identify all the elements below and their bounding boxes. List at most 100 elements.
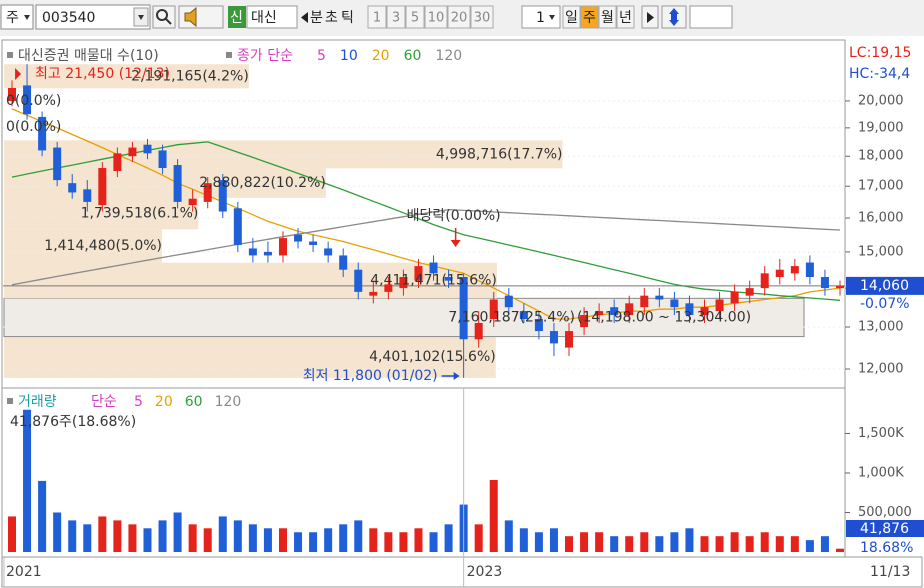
unit[interactable]: 분 bbox=[310, 10, 323, 26]
interval-button[interactable] bbox=[405, 5, 425, 29]
volume-bar bbox=[68, 520, 77, 552]
volume-bar bbox=[655, 536, 664, 552]
volume-bar bbox=[263, 528, 272, 552]
period-button[interactable] bbox=[580, 5, 599, 29]
volume-bar bbox=[760, 532, 769, 552]
volume-bar bbox=[820, 536, 829, 552]
volume-profile-bar bbox=[4, 336, 496, 378]
candle-body bbox=[836, 285, 844, 289]
lc-label: LC:19,15 bbox=[849, 45, 911, 61]
prev-arrow[interactable] bbox=[301, 12, 308, 23]
count-input[interactable] bbox=[521, 5, 561, 29]
ex-dividend-arrowhead bbox=[450, 240, 461, 247]
plot: 12,00013,00014,00015,00016,00017,00018,0… bbox=[3, 45, 924, 587]
volume-bar bbox=[534, 532, 543, 552]
candle-body bbox=[339, 255, 348, 270]
legend-icon bbox=[7, 398, 13, 404]
y-tick-label: 20,000 bbox=[858, 93, 904, 108]
interval-button[interactable] bbox=[470, 5, 494, 29]
volume-bar bbox=[218, 516, 227, 552]
volume-bar bbox=[519, 528, 528, 552]
period-button[interactable] bbox=[616, 5, 635, 29]
legend-entry: 5 bbox=[134, 394, 143, 410]
volume-annotation: 41,876주(18.68%) bbox=[10, 414, 136, 430]
volume-profile-label: 1,414,480(5.0%) bbox=[44, 238, 162, 254]
candle-body bbox=[53, 147, 62, 181]
unit[interactable]: 초 bbox=[325, 10, 338, 26]
candle-body bbox=[248, 248, 257, 256]
legend-entry: 20 bbox=[372, 48, 390, 64]
moving-average bbox=[11, 108, 841, 320]
candle-body bbox=[640, 295, 649, 308]
period-button[interactable] bbox=[562, 5, 581, 29]
interval-button[interactable] bbox=[367, 5, 387, 29]
volume-bar bbox=[158, 520, 167, 552]
volume-legend: 거래량 단순 5 20 60 120 bbox=[7, 394, 241, 410]
volume-profile-label: 0(0.0%) bbox=[6, 93, 61, 109]
y-tick-label: 500,000 bbox=[858, 505, 912, 520]
candle-body bbox=[474, 322, 483, 340]
legend-entry: 120 bbox=[435, 48, 462, 64]
high-label: 최고 21,450 (12/13) bbox=[35, 66, 170, 82]
interval-button[interactable] bbox=[424, 5, 448, 29]
search-button[interactable] bbox=[152, 5, 176, 29]
interval: 5 bbox=[411, 11, 419, 26]
stock-code: 003540 bbox=[42, 10, 95, 26]
moving-average bbox=[11, 208, 841, 286]
candle-body bbox=[399, 276, 408, 289]
candle-body bbox=[549, 331, 558, 344]
volume-bar bbox=[309, 532, 318, 552]
interval-button[interactable] bbox=[386, 5, 406, 29]
period-button[interactable] bbox=[598, 5, 617, 29]
sound-button[interactable] bbox=[178, 5, 224, 29]
low-label: 최저 11,800 (01/02) bbox=[303, 368, 438, 384]
volume-bar bbox=[113, 520, 122, 552]
volume-bar bbox=[625, 536, 634, 552]
volume-bar bbox=[173, 512, 182, 552]
candle-body bbox=[203, 183, 212, 202]
candle-body bbox=[309, 241, 318, 245]
volume-profile-label: 2,880,822(10.2%) bbox=[199, 175, 326, 191]
legend-icon bbox=[226, 52, 232, 58]
volume-pane bbox=[1, 387, 846, 558]
y-tick-label: 1,500K bbox=[858, 426, 904, 441]
period: 년 bbox=[619, 10, 632, 26]
volume-bar bbox=[790, 536, 799, 552]
volume-bar bbox=[38, 480, 47, 552]
volume-bar bbox=[354, 520, 363, 552]
volume-bar bbox=[775, 536, 784, 552]
volume-bar bbox=[670, 532, 679, 552]
candle-body bbox=[790, 266, 799, 274]
volume-bar bbox=[745, 536, 754, 552]
volume-bar bbox=[685, 528, 694, 552]
volume-bar bbox=[580, 532, 589, 552]
candle-body bbox=[534, 318, 543, 332]
candle-body bbox=[218, 180, 227, 212]
interval-button[interactable] bbox=[447, 5, 471, 29]
legend-title: 대신증권 매물대 수(10) bbox=[18, 48, 159, 64]
volume-bar bbox=[640, 532, 649, 552]
up-icon bbox=[669, 8, 679, 14]
candle-body bbox=[128, 147, 137, 157]
interval: 20 bbox=[451, 11, 468, 26]
candle-body bbox=[489, 299, 498, 319]
candle-body bbox=[369, 291, 378, 296]
candle-body bbox=[414, 266, 423, 281]
tag-box[interactable] bbox=[228, 6, 246, 28]
legend-entry: 120 bbox=[215, 394, 242, 410]
volume-bar bbox=[429, 532, 438, 552]
volume-profile-label: 0(0.0%) bbox=[6, 119, 61, 135]
volume-bar bbox=[188, 524, 197, 552]
dropdown-arrow bbox=[549, 15, 555, 20]
volume-bar bbox=[128, 524, 137, 552]
unit[interactable]: 틱 bbox=[341, 10, 354, 26]
candle-body bbox=[805, 262, 814, 277]
volume-bar bbox=[399, 532, 408, 552]
volume-bar bbox=[595, 532, 604, 552]
tag: 신 bbox=[230, 10, 243, 26]
code-input[interactable] bbox=[35, 4, 151, 30]
blank-input[interactable] bbox=[689, 5, 733, 29]
volume-bar bbox=[414, 528, 423, 552]
candle-body bbox=[745, 288, 754, 296]
